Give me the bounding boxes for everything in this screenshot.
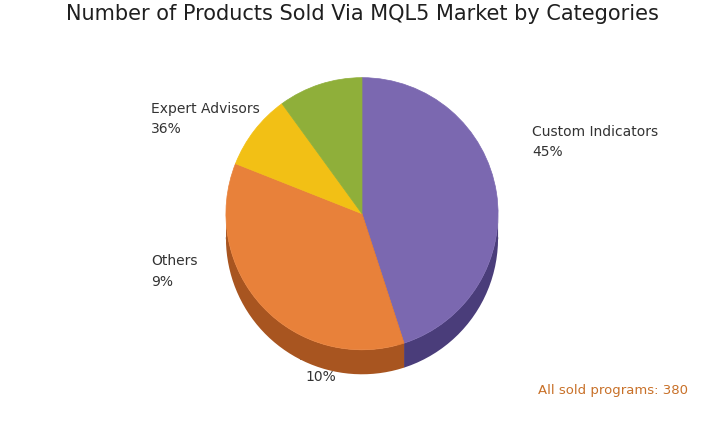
- Text: All sold programs: 380: All sold programs: 380: [538, 384, 688, 397]
- Polygon shape: [404, 214, 498, 368]
- Title: Number of Products Sold Via MQL5 Market by Categories: Number of Products Sold Via MQL5 Market …: [66, 4, 658, 24]
- Wedge shape: [282, 78, 362, 214]
- Wedge shape: [362, 78, 498, 343]
- Text: 45%: 45%: [532, 145, 563, 159]
- Text: 10%: 10%: [306, 370, 337, 384]
- Text: Panels: Panels: [299, 349, 343, 363]
- Polygon shape: [362, 214, 404, 368]
- Ellipse shape: [226, 228, 498, 249]
- Text: Expert Advisors: Expert Advisors: [151, 102, 260, 116]
- Polygon shape: [226, 219, 404, 374]
- Text: Others: Others: [151, 254, 198, 268]
- Text: 9%: 9%: [151, 275, 173, 289]
- Polygon shape: [362, 214, 404, 368]
- Wedge shape: [235, 104, 362, 214]
- Text: 36%: 36%: [151, 122, 182, 136]
- Wedge shape: [226, 164, 404, 350]
- Text: Custom Indicators: Custom Indicators: [532, 125, 658, 139]
